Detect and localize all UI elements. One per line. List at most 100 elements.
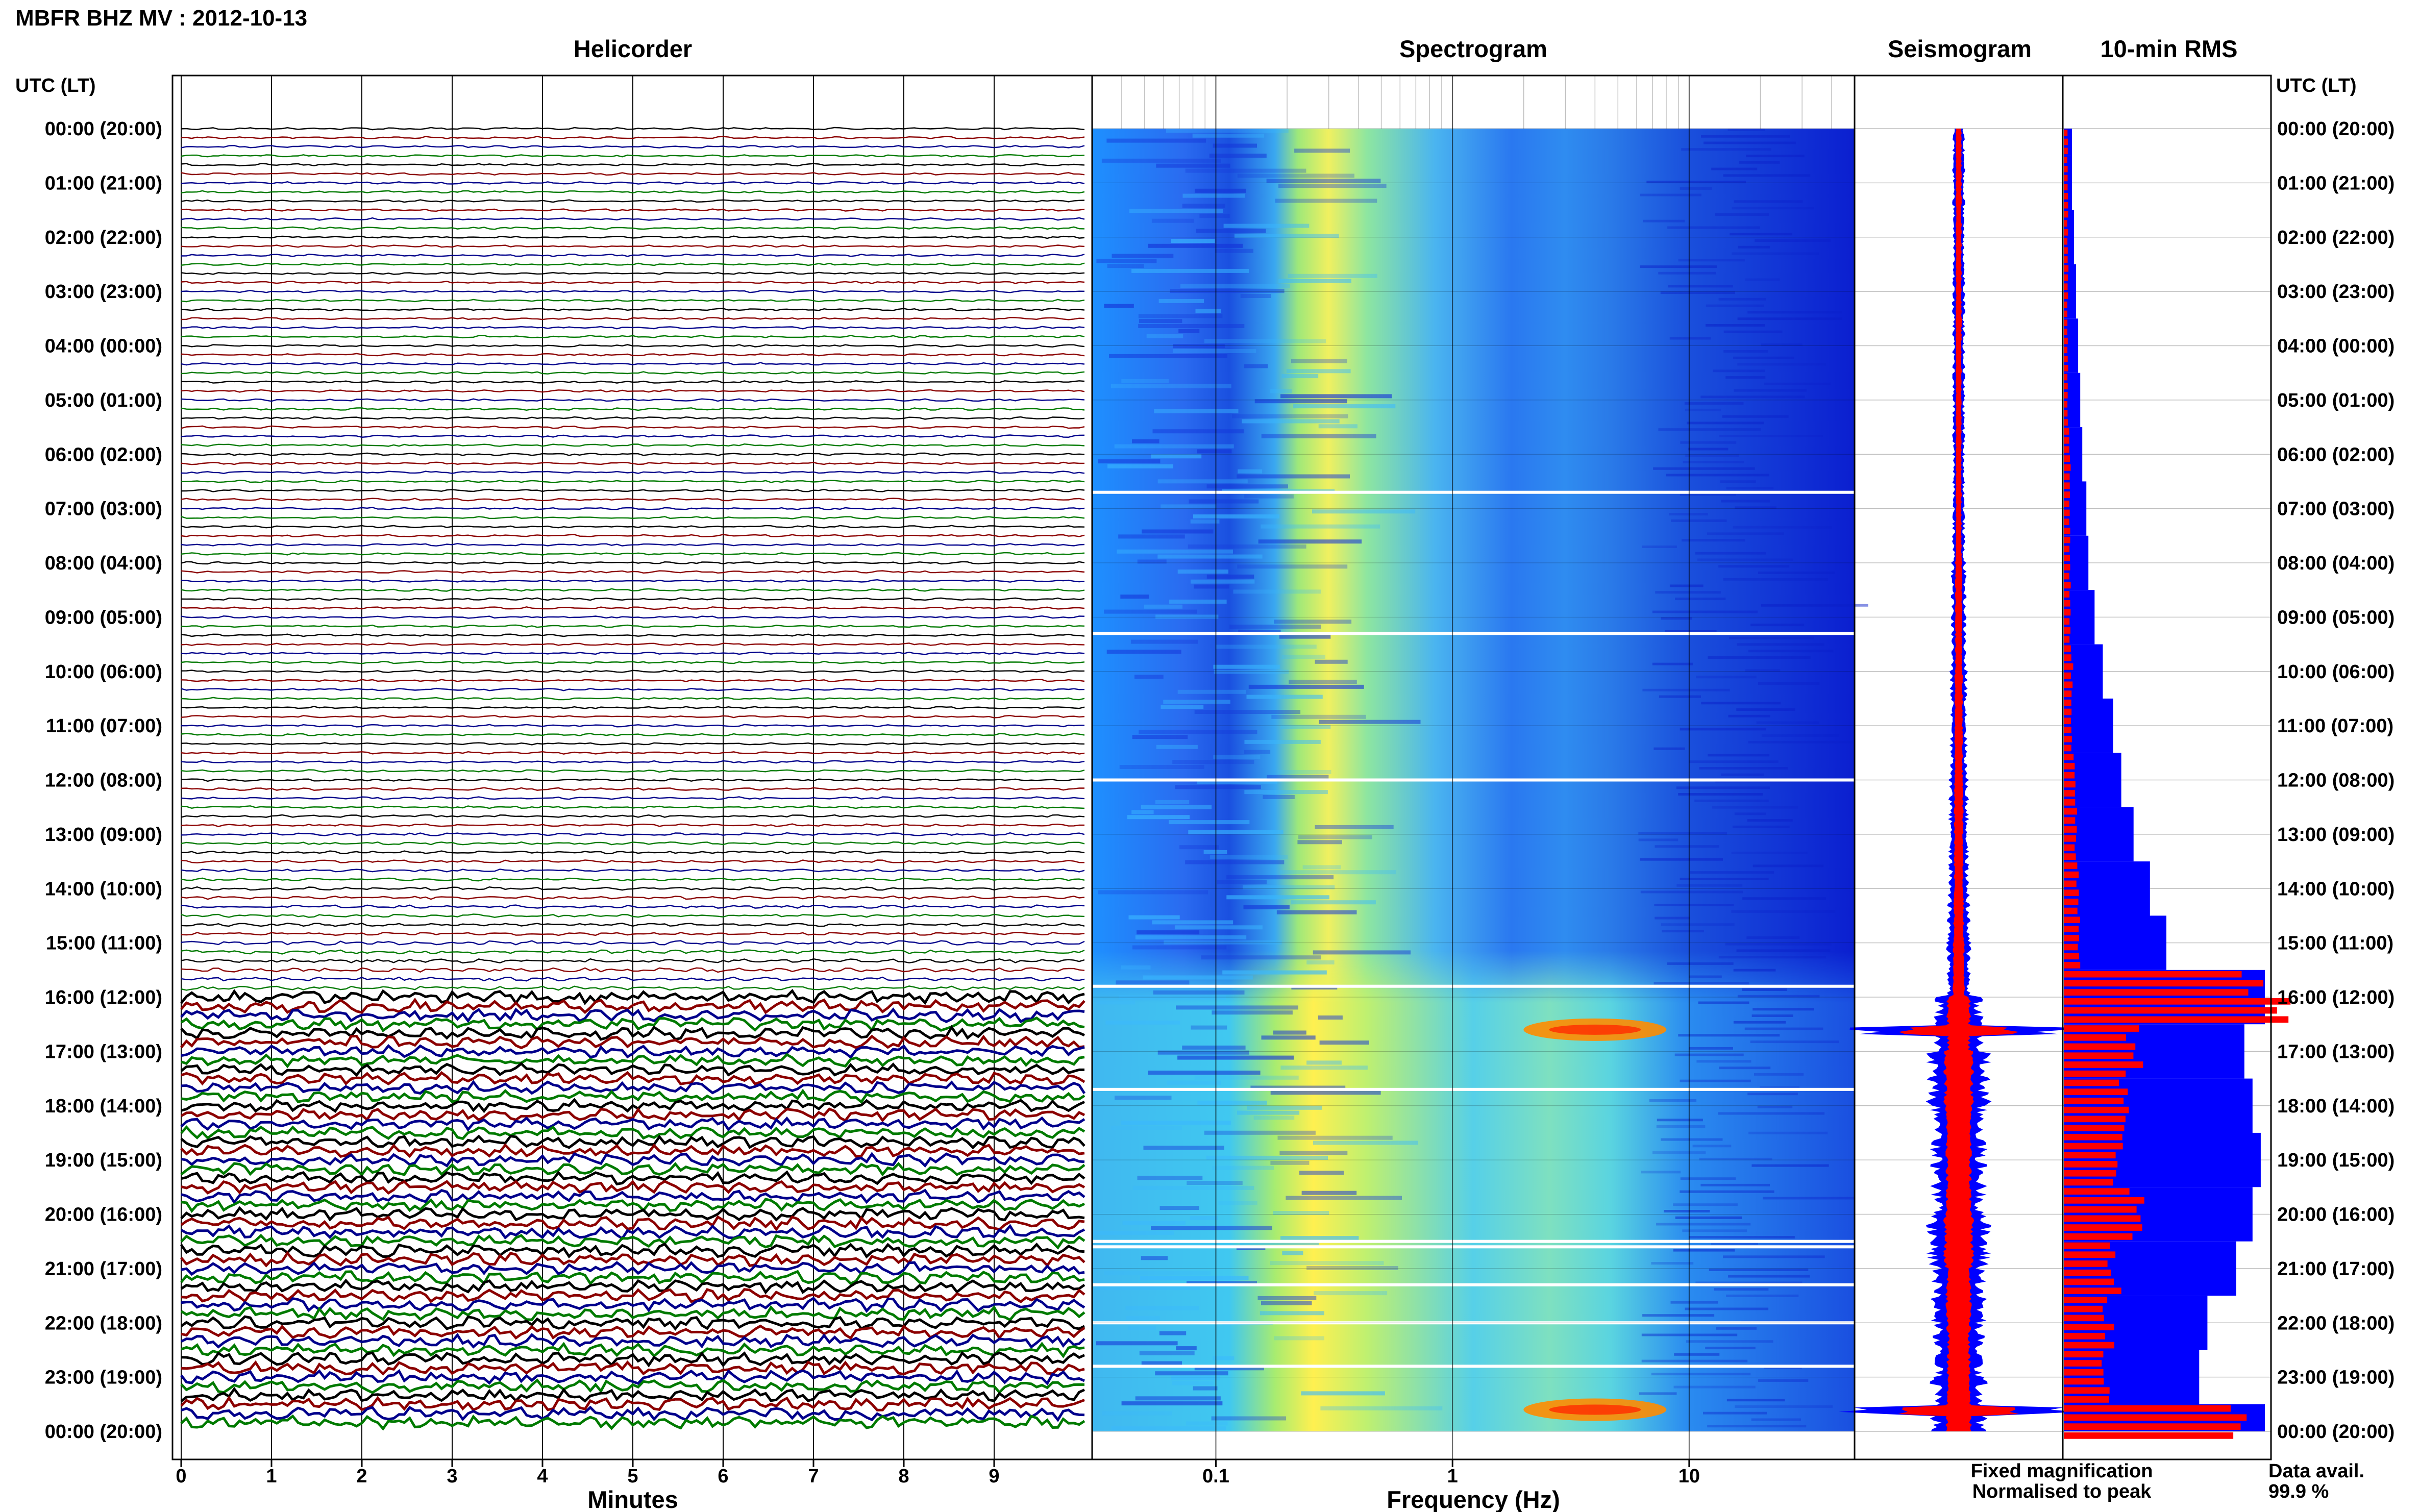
spectrogram-stripe (1188, 544, 1306, 549)
helicorder-trace (181, 561, 1085, 565)
spectrogram-stripe (1658, 271, 1716, 275)
spectrogram-stripe (1110, 384, 1231, 388)
helicorder-trace (181, 869, 1085, 873)
spectrogram-stripe (1726, 1399, 1785, 1402)
spectrogram-stripe (1107, 264, 1144, 268)
spectrogram-stripe (1689, 1236, 1795, 1239)
helicorder-trace (180, 997, 1085, 1014)
spectrogram-stripe (1240, 294, 1271, 298)
time-label-left: 14:00 (10:00) (45, 878, 162, 900)
rms-bar-normalised (2064, 455, 2070, 462)
spectrogram-stripe (1131, 268, 1249, 273)
rms-bar-normalised (2064, 509, 2070, 516)
helicorder-trace (181, 479, 1085, 483)
rms-bar-normalised (2064, 482, 2070, 489)
helicorder-trace (180, 1378, 1085, 1395)
spectrogram-stripe (1152, 920, 1233, 925)
spectrogram-stripe (1319, 720, 1421, 724)
spectrogram-stripe (1182, 193, 1245, 198)
spectrogram-stripe (1713, 369, 1765, 373)
rms-bar-normalised (2064, 464, 2071, 471)
spectrogram-stripe (1121, 965, 1151, 970)
helicorder-trace (181, 1405, 1085, 1422)
rms-bar-normalised (2064, 799, 2076, 806)
rms-bar-normalised (2064, 518, 2069, 526)
spectrogram-stripe (1282, 1251, 1303, 1255)
spectrogram-stripe (1301, 1191, 1357, 1195)
rms-bar-normalised (2064, 1342, 2114, 1349)
spectrogram-stripe (1128, 915, 1180, 920)
helicorder-trace (181, 262, 1085, 266)
spectrogram-stripe (1201, 955, 1321, 960)
spectrogram-stripe (1651, 1373, 1751, 1376)
rms-bar-fixed (2064, 590, 2095, 645)
spectrogram-stripe (1148, 243, 1243, 248)
spectrogram-stripe (1653, 982, 1749, 985)
spectrogram-stripe (1752, 864, 1824, 867)
data-availability-value: 99.9 % (2268, 1481, 2329, 1502)
spectrogram-stripe (1277, 1135, 1393, 1140)
spectrogram-stripe (1163, 700, 1230, 704)
spectrogram-stripe (1750, 1040, 1839, 1044)
helicorder-trace (181, 751, 1085, 755)
spectrogram-stripe (1718, 1112, 1825, 1115)
spectrogram-event-core (1549, 1024, 1641, 1035)
rms-bar-normalised (2064, 1125, 2125, 1131)
rms-bar-normalised (2064, 1278, 2114, 1285)
rms-bar-normalised (2064, 555, 2070, 561)
rms-bar-normalised (2064, 916, 2080, 924)
spectrogram-stripe (1242, 419, 1340, 424)
spectrogram-stripe (1723, 330, 1783, 333)
helicorder-trace (181, 308, 1085, 312)
helicorder-trace (181, 534, 1085, 538)
spectrogram-stripe (1257, 1296, 1317, 1300)
rms-bar-normalised (2064, 708, 2072, 715)
seismogram-title: Seismogram (1888, 35, 2032, 62)
helicorder-trace (180, 1305, 1085, 1322)
spectrogram-stripe (1104, 1271, 1211, 1275)
spectrogram-stripe (1674, 1353, 1720, 1356)
time-label-left: 00:00 (20:00) (45, 1421, 162, 1443)
rms-bar-normalised (2064, 1106, 2129, 1113)
spectrogram-stripe (1668, 285, 1733, 288)
spectrogram-stripe (1096, 1000, 1136, 1005)
spectrogram-stripe (1685, 454, 1739, 457)
rms-bar-normalised (2064, 1079, 2119, 1086)
spectrogram-stripe (1723, 1255, 1825, 1258)
rms-bar-fixed (2064, 970, 2265, 1025)
helicorder-trace (181, 1296, 1085, 1313)
time-label-right: 15:00 (11:00) (2277, 933, 2393, 954)
rms-bar-normalised (2064, 292, 2068, 299)
spectrogram-stripe (1669, 584, 1704, 587)
spectrogram-stripe (1699, 767, 1788, 770)
rms-bar-normalised (2064, 229, 2068, 236)
helicorder-trace (181, 362, 1085, 366)
spectrogram-stripe (1700, 1183, 1770, 1186)
spectrogram-title: Spectrogram (1399, 35, 1547, 62)
spectrogram-stripe (1177, 689, 1246, 694)
rms-bar-normalised (2064, 1161, 2118, 1168)
spectrogram-stripe (1652, 610, 1758, 613)
helicorder-trace (181, 985, 1085, 991)
spectrogram-stripe (1199, 213, 1230, 218)
spectrogram-stripe (1313, 950, 1411, 955)
seismogram-normalised-trace (1898, 129, 2019, 1431)
spectrogram-stripe (1692, 1145, 1732, 1148)
spectrogram-stripe (1218, 1201, 1257, 1205)
spectrogram-stripe (1640, 193, 1701, 196)
spectrogram-stripe (1673, 1249, 1735, 1252)
time-label-right: 23:00 (19:00) (2277, 1367, 2395, 1389)
rms-bar-normalised (2064, 934, 2080, 941)
spectrogram-stripe (1192, 133, 1265, 138)
spectrogram-stripes (1093, 129, 1868, 1431)
spectrogram-stripe (1172, 760, 1254, 764)
helicorder-trace (181, 579, 1085, 583)
rms-bar-normalised (2064, 835, 2076, 842)
time-label-right: 05:00 (01:00) (2277, 390, 2395, 411)
rms-bar-normalised (2064, 1206, 2137, 1213)
helicorder-trace (181, 949, 1085, 955)
helicorder-trace (181, 769, 1085, 773)
spectrogram-stripe (1277, 770, 1331, 774)
spectrogram-stripe (1238, 469, 1263, 474)
